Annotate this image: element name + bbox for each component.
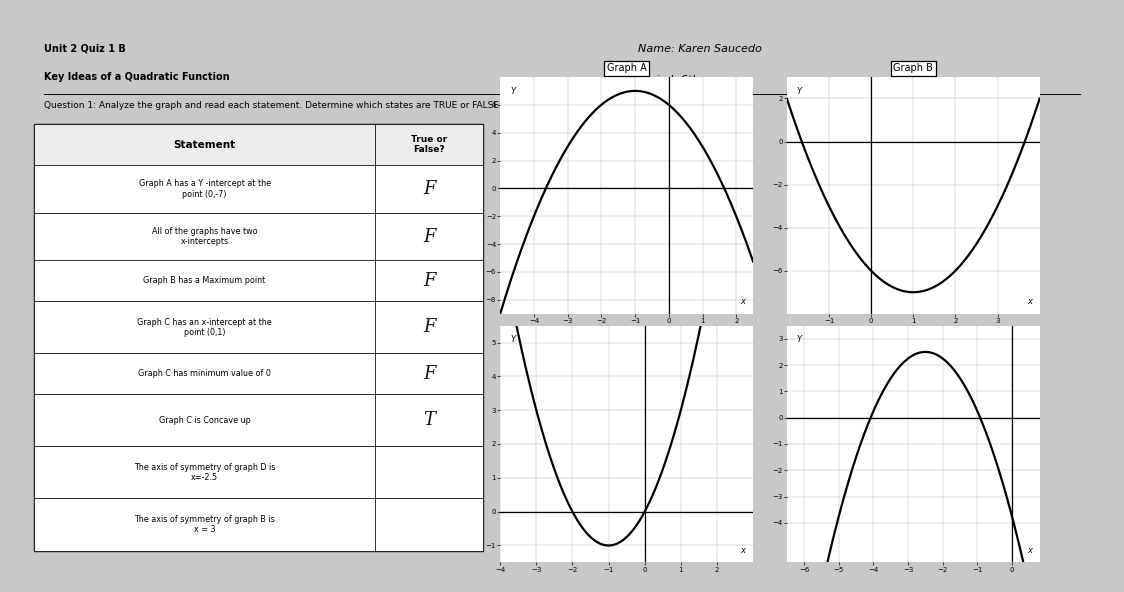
Bar	[375, 446, 483, 498]
Bar	[375, 213, 483, 260]
Text: Statement: Statement	[173, 140, 236, 150]
Bar	[34, 213, 375, 260]
Text: Key Ideas of a Quadratic Function: Key Ideas of a Quadratic Function	[44, 72, 229, 82]
Bar	[375, 301, 483, 353]
Text: x: x	[1027, 546, 1032, 555]
Text: Period: 6th: Period: 6th	[637, 75, 698, 85]
Text: Y: Y	[510, 86, 516, 95]
Text: T: T	[424, 411, 435, 429]
Text: F: F	[423, 272, 436, 289]
Title: Graph A: Graph A	[607, 63, 646, 73]
Bar	[34, 353, 375, 394]
Text: Y: Y	[797, 86, 803, 95]
Text: Graph A has a Y -intercept at the
point (0,-7): Graph A has a Y -intercept at the point …	[138, 179, 271, 199]
Text: Y: Y	[797, 335, 803, 344]
Bar	[375, 394, 483, 446]
Bar	[375, 124, 483, 165]
Title: Graph B: Graph B	[894, 63, 933, 73]
Text: Y: Y	[510, 335, 516, 344]
Text: Unit 2 Quiz 1 B: Unit 2 Quiz 1 B	[44, 44, 126, 54]
Text: x: x	[1027, 297, 1032, 306]
Text: Question 1: Analyze the graph and read each statement. Determine which states ar: Question 1: Analyze the graph and read e…	[44, 101, 499, 111]
Text: The axis of symmetry of graph B is
x = 3: The axis of symmetry of graph B is x = 3	[134, 515, 275, 534]
Text: All of the graphs have two
x-intercepts: All of the graphs have two x-intercepts	[152, 227, 257, 246]
Text: The axis of symmetry of graph D is
x=-2.5: The axis of symmetry of graph D is x=-2.…	[134, 462, 275, 482]
Bar	[34, 446, 375, 498]
Bar	[34, 260, 375, 301]
Bar	[34, 165, 375, 213]
Bar	[375, 260, 483, 301]
Text: F: F	[423, 180, 436, 198]
Text: True or
False?: True or False?	[411, 135, 447, 155]
Bar	[375, 353, 483, 394]
Bar	[34, 498, 375, 551]
Bar	[375, 165, 483, 213]
Text: F: F	[423, 365, 436, 382]
Bar	[34, 394, 375, 446]
Text: F: F	[423, 227, 436, 246]
Text: F: F	[423, 318, 436, 336]
Text: Graph B has a Maximum point: Graph B has a Maximum point	[144, 276, 265, 285]
Bar	[375, 498, 483, 551]
Text: Name: Karen Saucedo: Name: Karen Saucedo	[637, 44, 761, 54]
Text: x: x	[741, 297, 745, 306]
Text: Graph C has an x-intercept at the
point (0,1): Graph C has an x-intercept at the point …	[137, 317, 272, 337]
Bar	[34, 301, 375, 353]
Bar	[34, 124, 375, 165]
Text: x: x	[741, 546, 745, 555]
Text: Graph C is Concave up: Graph C is Concave up	[158, 416, 251, 424]
Text: Graph C has minimum value of 0: Graph C has minimum value of 0	[138, 369, 271, 378]
